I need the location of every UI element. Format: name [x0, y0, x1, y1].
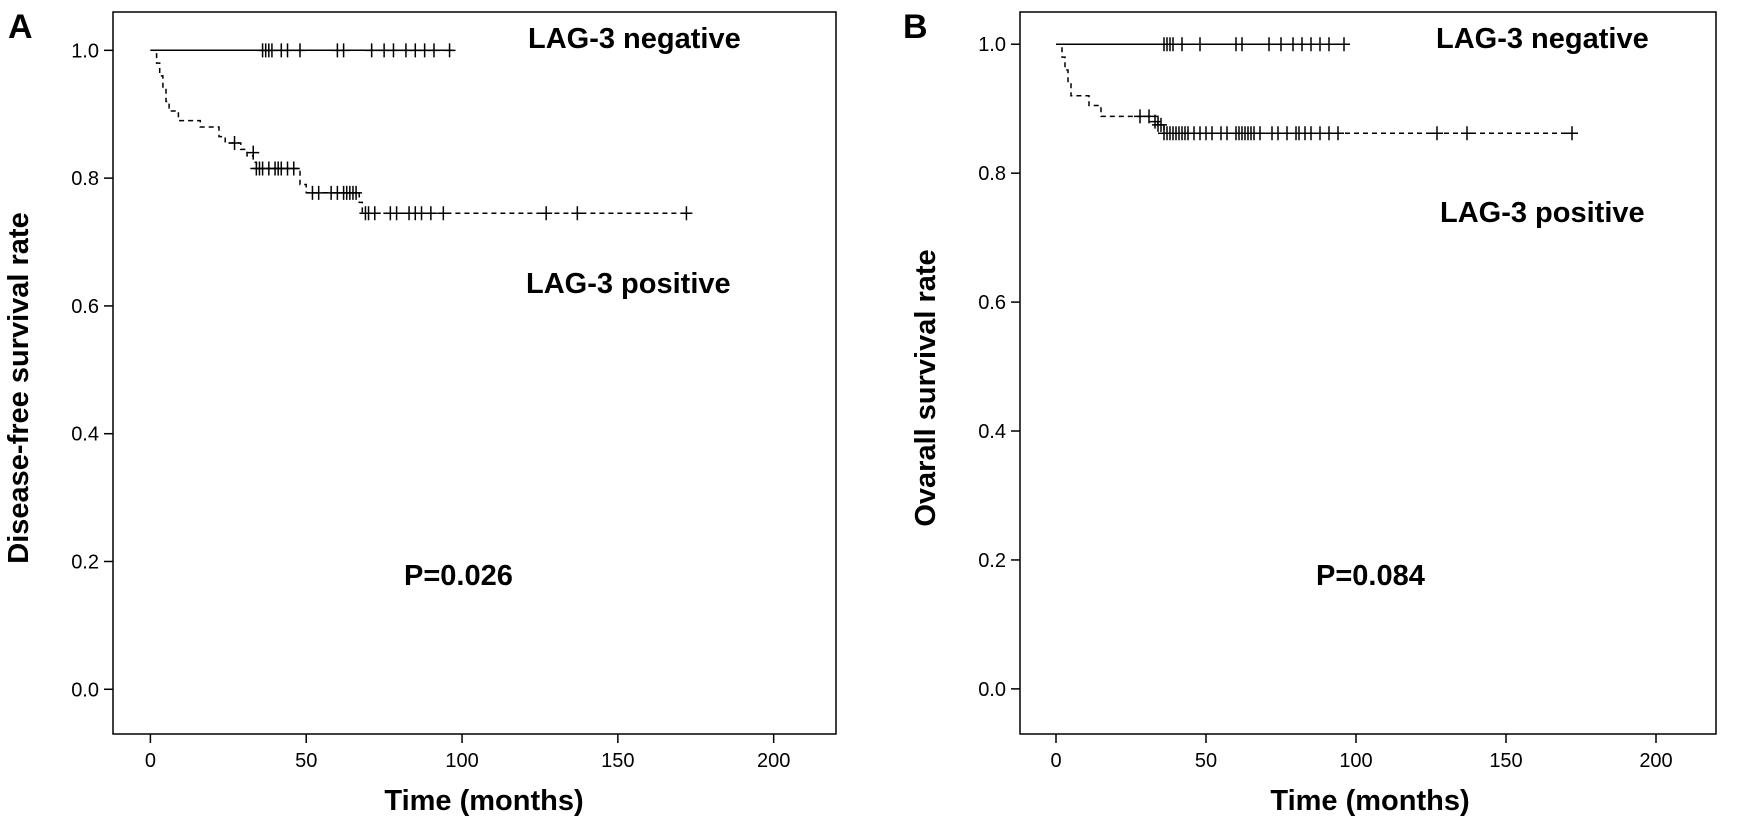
- panel-a-censor-mark: [424, 206, 437, 221]
- panel-a-x-tick-label: 200: [757, 750, 790, 772]
- panel-b-x-axis-title: Time (months): [1270, 785, 1469, 817]
- panel-a-censor-mark: [387, 43, 400, 58]
- panel-a-y-tick-label: 0.2: [71, 551, 99, 573]
- panel-a-label-negative: LAG-3 negative: [528, 23, 741, 55]
- panel-b-label-negative: LAG-3 negative: [1436, 23, 1649, 55]
- panel-b-censor-mark: [1332, 126, 1344, 141]
- panel-a-x-tick-label: 0: [145, 750, 156, 772]
- panel-b-x-tick-label: 0: [1050, 750, 1061, 772]
- panel-a-y-axis: 0.0 0.2 0.4 0.6 0.8 1.0: [71, 40, 113, 701]
- panel-b-x-tick-label: 200: [1639, 750, 1672, 772]
- panel-b-censor-mark: [1149, 114, 1161, 129]
- panel-b-y-tick-label: 0.6: [978, 292, 1006, 314]
- panel-a-curves: [150, 43, 693, 221]
- panel-b-x-tick-label: 50: [1195, 750, 1217, 772]
- panel-b-p-value: P=0.084: [1316, 560, 1425, 592]
- panel-b-x-axis: 0 50 100 150 200: [1050, 734, 1673, 772]
- panel-b-censor-mark: [1566, 126, 1578, 141]
- panel-a-censor-mark: [437, 206, 450, 221]
- panel-b-censor-mark: [1155, 117, 1167, 132]
- panel-a-y-tick-label: 0.0: [71, 679, 99, 701]
- panel-b-x-tick-label: 150: [1489, 750, 1522, 772]
- panel-a: A 0 50 100 150 200 0.0 0.2 0.4 0.6 0.8 1.0 Time (…: [3, 8, 837, 817]
- panel-b-y-axis: 0.0 0.2 0.4 0.6 0.8 1.0: [978, 34, 1020, 701]
- panel-a-censor-mark: [228, 135, 241, 150]
- panel-a-x-axis-title: Time (months): [384, 785, 583, 817]
- panel-a-censor-mark: [390, 206, 403, 221]
- panel-b-censor-mark: [1338, 37, 1350, 52]
- panel-a-y-tick-label: 0.6: [71, 296, 99, 318]
- panel-b-y-axis-title: Ovarall survival rate: [910, 249, 942, 526]
- panel-a-censor-mark: [540, 206, 553, 221]
- panel-b-censor-mark: [1275, 37, 1287, 52]
- panel-a-censor-mark: [350, 185, 363, 200]
- panel-a-letter: A: [8, 8, 33, 46]
- panel-b-censor-mark: [1194, 37, 1206, 52]
- panel-a-censor-mark: [571, 206, 584, 221]
- panel-a-x-tick-label: 100: [445, 750, 478, 772]
- panel-a-censor-mark: [427, 43, 440, 58]
- panel-a-censor-mark: [247, 145, 260, 160]
- panel-a-y-tick-label: 0.8: [71, 168, 99, 190]
- panel-a-censor-mark: [443, 43, 456, 58]
- panel-b-y-tick-label: 0.4: [978, 421, 1006, 443]
- panel-b-censor-mark: [1431, 126, 1443, 141]
- panel-b-y-tick-label: 0.8: [978, 163, 1006, 185]
- panel-b-y-tick-label: 0.2: [978, 550, 1006, 572]
- panel-a-label-positive: LAG-3 positive: [526, 268, 731, 300]
- panel-b-censor-mark: [1176, 37, 1188, 52]
- panel-b: B 0 50 100 150 200 0.0 0.2 0.4 0.6 0.8 1.0 Time (…: [903, 8, 1717, 817]
- panel-a-y-axis-title: Disease-free survival rate: [3, 212, 35, 563]
- panel-b-curve-lag-3-positive: [1056, 43, 1572, 134]
- panel-b-censor-mark: [1461, 126, 1473, 141]
- panel-b-letter: B: [903, 8, 928, 46]
- panel-a-censor-mark: [281, 43, 294, 58]
- panel-b-x-tick-label: 100: [1339, 750, 1372, 772]
- panel-a-x-tick-label: 150: [601, 750, 634, 772]
- panel-a-curve-lag-3-positive: [150, 49, 687, 215]
- panel-b-y-tick-label: 0.0: [978, 679, 1006, 701]
- panel-a-censor-mark: [365, 43, 378, 58]
- panel-a-censor-mark: [337, 43, 350, 58]
- panel-b-y-tick-label: 1.0: [978, 34, 1006, 56]
- panel-b-censor-mark: [1254, 126, 1266, 141]
- panel-a-y-tick-label: 1.0: [71, 40, 99, 62]
- panel-b-plot-frame: [1019, 11, 1717, 735]
- panel-b-label-positive: LAG-3 positive: [1440, 197, 1645, 229]
- panel-a-censor-mark: [287, 161, 300, 176]
- panel-a-y-tick-label: 0.4: [71, 424, 99, 446]
- panel-a-censor-mark: [680, 206, 693, 221]
- panel-a-censor-mark: [293, 43, 306, 58]
- panel-a-p-value: P=0.026: [404, 560, 513, 592]
- panel-a-censor-mark: [368, 206, 381, 221]
- panel-b-censor-mark: [1263, 37, 1275, 52]
- panel-a-x-axis: 0 50 100 150 200: [145, 734, 790, 772]
- panel-a-censor-mark: [312, 185, 325, 200]
- panel-a-plot-frame: [112, 11, 837, 735]
- panel-b-censor-mark: [1236, 37, 1248, 52]
- panel-a-x-tick-label: 50: [295, 750, 317, 772]
- panel-b-censor-mark: [1323, 37, 1335, 52]
- panel-b-curves: [1056, 37, 1578, 141]
